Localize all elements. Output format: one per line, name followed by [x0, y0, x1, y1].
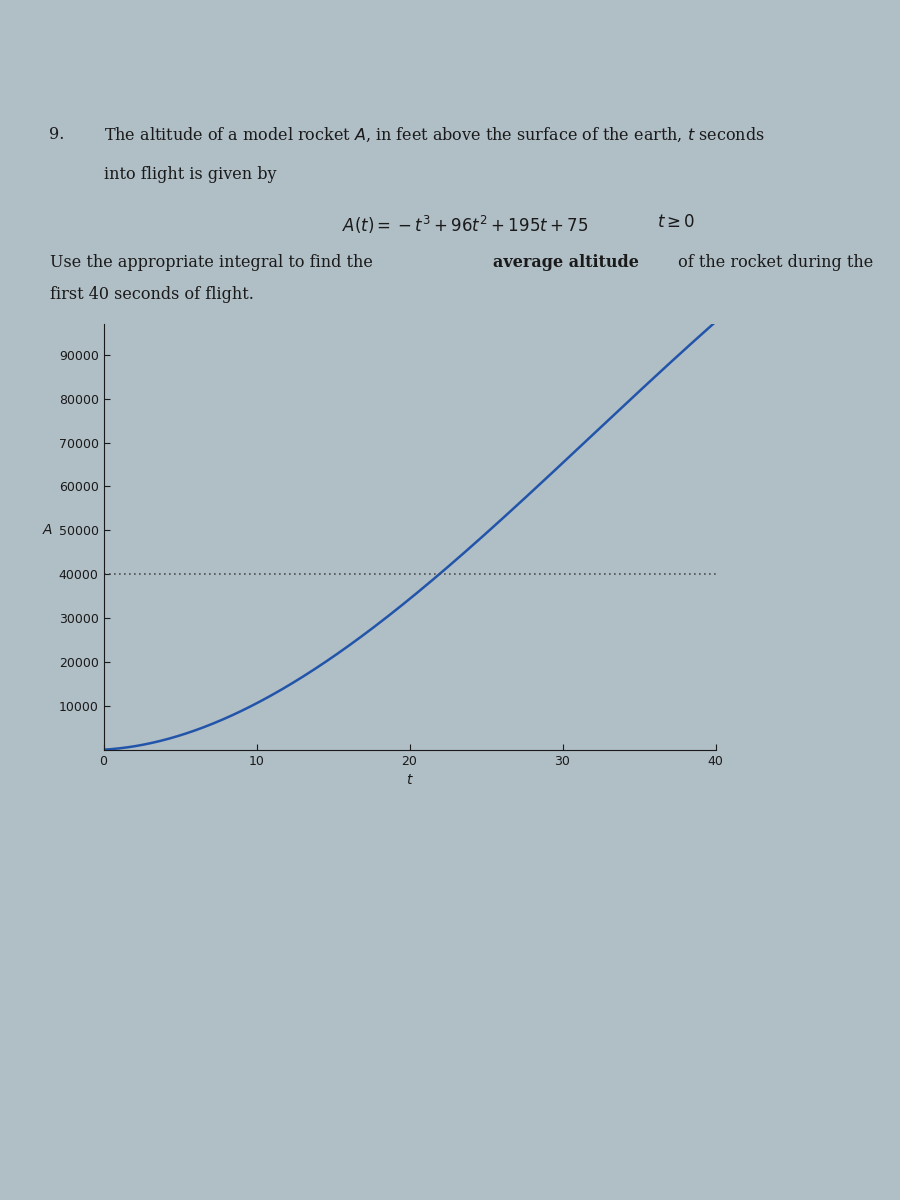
Text: $A(t) = -t^3 + 96t^2 + 195t + 75$: $A(t) = -t^3 + 96t^2 + 195t + 75$: [342, 214, 589, 235]
Y-axis label: $A$: $A$: [42, 523, 53, 538]
Text: of the rocket during the: of the rocket during the: [673, 254, 873, 271]
Text: average altitude: average altitude: [493, 254, 639, 271]
Text: The altitude of a model rocket $A$, in feet above the surface of the earth, $t$ : The altitude of a model rocket $A$, in f…: [104, 126, 764, 144]
Text: Use the appropriate integral to find the: Use the appropriate integral to find the: [50, 254, 377, 271]
X-axis label: $t$: $t$: [406, 774, 413, 787]
Text: $t \geq 0$: $t \geq 0$: [657, 214, 696, 230]
Text: into flight is given by: into flight is given by: [104, 166, 276, 182]
Text: first 40 seconds of flight.: first 40 seconds of flight.: [50, 286, 254, 302]
Text: 9.: 9.: [50, 126, 65, 143]
